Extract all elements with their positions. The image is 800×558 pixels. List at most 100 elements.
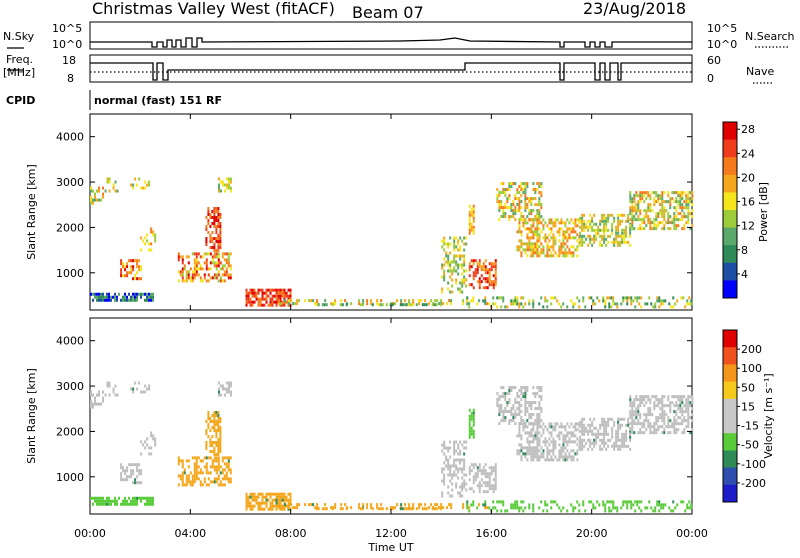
velocity-cell (152, 434, 155, 438)
velocity-cell (558, 425, 561, 429)
velocity-cell (500, 404, 503, 408)
power-cell (629, 206, 632, 210)
power-cell (138, 292, 140, 296)
velocity-colorbar-swatch (723, 364, 737, 383)
power-cell (457, 263, 460, 267)
power-cell (603, 219, 606, 223)
velocity-cell (488, 481, 491, 485)
power-cell (593, 222, 596, 226)
power-cell (566, 230, 569, 234)
power-cell (229, 276, 232, 280)
velocity-cell (603, 444, 606, 448)
velocity-cell (554, 428, 557, 432)
velocity-cell (603, 426, 606, 430)
power-cell (492, 262, 495, 266)
velocity-cell (627, 444, 630, 448)
velocity-cell (510, 419, 513, 423)
power-cell (518, 305, 521, 309)
power-cell (269, 291, 272, 295)
velocity-cell (593, 426, 596, 430)
power-cell (207, 222, 210, 226)
power-cell (512, 182, 515, 186)
power-cell (275, 297, 278, 301)
velocity-cell (691, 428, 694, 432)
power-cell (687, 191, 690, 195)
power-cell (249, 291, 252, 295)
velocity-cell (219, 450, 222, 454)
power-cell (219, 189, 222, 193)
power-cell (562, 242, 565, 246)
power-cell (583, 222, 586, 226)
power-cell (576, 233, 579, 237)
velocity-cell (96, 499, 98, 503)
power-cell (518, 218, 521, 222)
power-data-layer (90, 177, 694, 309)
velocity-cell (514, 416, 517, 420)
power-cell (689, 227, 692, 231)
power-cell (568, 248, 571, 252)
velocity-cell (219, 393, 222, 397)
velocity-cell (665, 404, 668, 408)
velocity-cell (570, 422, 573, 426)
velocity-colorbar-tick-label: 50 (741, 381, 755, 394)
velocity-cell (468, 414, 471, 418)
velocity-cell (631, 422, 634, 426)
power-cell (207, 252, 210, 256)
power-cell (625, 240, 628, 244)
velocity-cell (669, 419, 672, 423)
power-cell (595, 231, 598, 235)
velocity-cell (484, 475, 487, 479)
power-cell (579, 237, 582, 241)
power-cell (136, 265, 139, 269)
velocity-cell (470, 411, 473, 415)
velocity-cell (207, 483, 210, 487)
velocity-cell (314, 506, 317, 510)
velocity-cell (687, 398, 690, 402)
velocity-cell (681, 401, 684, 405)
velocity-cell (459, 452, 462, 456)
power-cell (534, 191, 537, 195)
velocity-cell (651, 425, 654, 429)
velocity-cell (463, 485, 466, 489)
power-cell (643, 209, 646, 213)
velocity-cell (552, 440, 555, 444)
power-cell (424, 299, 427, 303)
power-cell (649, 209, 652, 213)
power-cell (647, 218, 650, 222)
velocity-cell (540, 452, 543, 456)
power-cell (502, 296, 505, 300)
power-cell (639, 191, 642, 195)
power-cell (544, 299, 547, 303)
velocity-cell (526, 458, 529, 462)
power-cell (245, 288, 248, 292)
velocity-cell (627, 423, 630, 427)
velocity-cell (562, 437, 565, 441)
power-cell (518, 227, 521, 231)
velocity-cell (150, 434, 153, 438)
velocity-cell (229, 477, 232, 481)
power-cell (647, 203, 650, 207)
velocity-cell (610, 500, 613, 504)
power-cell (639, 194, 642, 198)
power-cell (673, 206, 676, 210)
velocity-cell (643, 431, 646, 435)
power-cell (546, 236, 549, 240)
velocity-cell (659, 425, 662, 429)
velocity-cell (672, 500, 675, 504)
power-cell (626, 296, 629, 300)
velocity-cell (605, 429, 608, 433)
velocity-cell (524, 401, 527, 405)
power-cell (453, 260, 456, 264)
power-cell (518, 191, 521, 195)
velocity-cell (631, 416, 634, 420)
power-cell (649, 203, 652, 207)
power-cell (615, 237, 618, 241)
power-cell (552, 224, 555, 228)
power-cell (540, 248, 543, 252)
velocity-cell (528, 434, 531, 438)
power-cell (494, 274, 497, 278)
velocity-cell (502, 500, 505, 504)
velocity-cell (520, 455, 523, 459)
velocity-cell (144, 446, 147, 450)
power-cell (560, 218, 563, 222)
